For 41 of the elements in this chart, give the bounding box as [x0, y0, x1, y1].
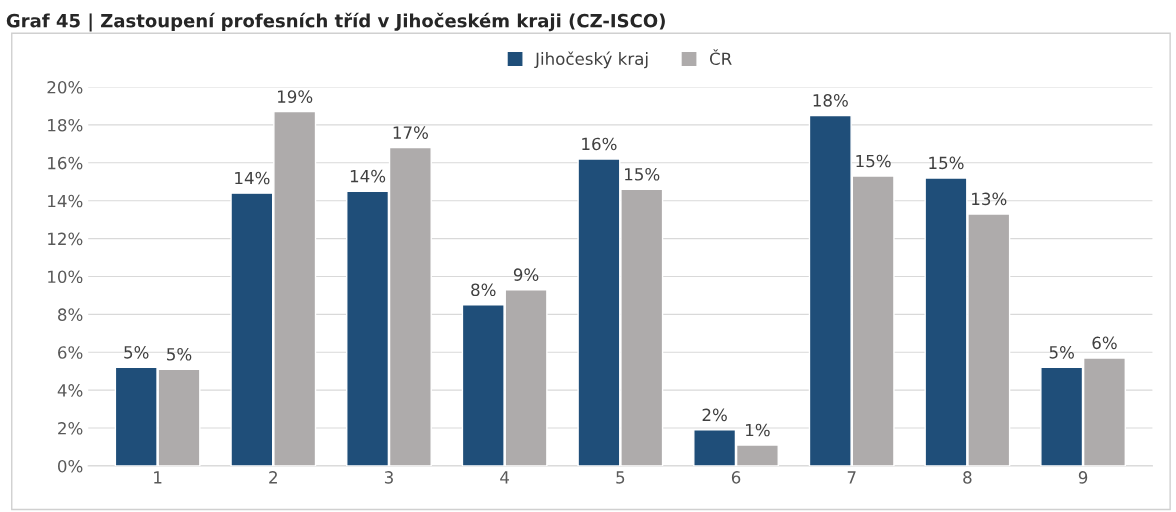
x-tick-label: 1 [154, 471, 162, 484]
x-tick-label: 3 [384, 471, 393, 484]
data-label: 8% [471, 283, 496, 297]
data-label: 5% [167, 347, 192, 361]
data-label: 16% [582, 137, 617, 151]
data-label: 9% [513, 268, 539, 281]
x-tick-label: 5 [616, 471, 625, 484]
data-label: 17% [393, 126, 428, 139]
x-tick-label: 9 [1078, 471, 1088, 484]
data-label: 2% [702, 408, 727, 422]
y-tick-label: 2% [58, 421, 83, 435]
x-tick-label: 2 [269, 471, 277, 484]
y-tick-label: 4% [57, 384, 83, 397]
data-label: 19% [278, 90, 313, 103]
x-tick-label: 7 [847, 471, 856, 484]
data-label: 14% [350, 169, 386, 183]
x-tick-label: 6 [731, 471, 741, 484]
y-tick-label: 12% [48, 232, 83, 246]
data-label: 14% [235, 171, 270, 185]
x-tick-label: 4 [500, 471, 510, 484]
data-label: 5% [1049, 346, 1074, 359]
data-label: 15% [929, 156, 964, 170]
y-tick-label: 6% [58, 346, 83, 359]
x-tick-label: 8 [963, 471, 972, 484]
y-tick-label: 0% [58, 459, 83, 473]
y-tick-label: 8% [58, 308, 83, 321]
data-label: 13% [972, 192, 1007, 206]
data-label: 5% [124, 346, 149, 359]
data-label: 6% [1092, 336, 1117, 350]
chart-title: Graf 45 | Zastoupení profesních tříd v Jihočeském kraji (CZ-ISCO) [6, 12, 665, 32]
data-label: 15% [856, 154, 891, 168]
y-tick-label: 16% [48, 156, 83, 170]
data-label: 1% [746, 423, 770, 437]
legend-label: ČR [709, 49, 732, 66]
y-tick-label: 14% [48, 194, 83, 208]
y-tick-label: 20% [47, 81, 83, 94]
y-tick-label: 10% [48, 270, 83, 284]
y-tick-label: 18% [48, 118, 83, 132]
data-label: 15% [625, 167, 660, 181]
data-label: 18% [813, 94, 848, 107]
legend-label: Jihočeský kraj [534, 51, 648, 69]
